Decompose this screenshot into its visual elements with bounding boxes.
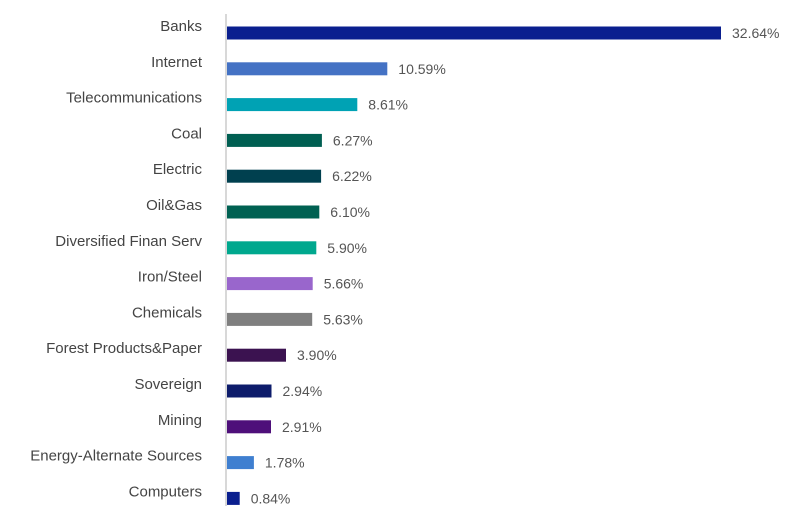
bar [227,98,358,112]
bar [227,169,322,183]
bar [227,205,320,219]
value-labels-group: 32.64% 10.59% 8.61% 6.27% 6.22% 6.10% 5.90% 5.6… [251,25,780,506]
category-tick-label: Iron/Steel [138,269,202,286]
bar [227,133,322,147]
bar [227,420,271,434]
category-tick-label: Internet [151,54,203,71]
bars-group [227,26,721,505]
data-value-label: 0.84% [251,490,291,506]
data-value-label: 5.63% [323,311,363,327]
category-tick-label: Energy-Alternate Sources [30,448,202,465]
bar [227,456,254,470]
category-tick-label: Electric [153,161,203,178]
data-value-label: 1.78% [265,455,305,471]
bar [227,491,240,505]
data-value-label: 8.61% [368,97,408,113]
category-tick-label: Diversified Finan Serv [55,233,202,250]
category-tick-label: Chemicals [132,304,202,321]
data-value-label: 2.91% [282,419,322,435]
data-value-label: 2.94% [283,383,323,399]
data-value-label: 5.66% [324,276,364,292]
category-tick-label: Mining [158,412,202,429]
bar [227,348,286,362]
category-tick-label: Sovereign [134,376,202,393]
bar [227,312,313,326]
bar [227,241,317,255]
data-value-label: 6.22% [332,168,372,184]
data-value-label: 5.90% [327,240,367,256]
category-tick-label: Oil&Gas [146,197,202,214]
data-value-label: 6.10% [330,204,370,220]
bar [227,277,313,291]
category-tick-label: Telecommunications [66,90,202,107]
data-value-label: 32.64% [732,25,779,41]
data-value-label: 6.27% [333,132,373,148]
category-tick-label: Forest Products&Paper [46,340,202,357]
data-value-label: 3.90% [297,347,337,363]
data-value-label: 10.59% [398,61,445,77]
category-tick-label: Coal [171,125,202,142]
category-tick-label: Banks [160,18,202,35]
bar [227,26,721,40]
category-tick-label: Computers [129,483,202,500]
bar [227,384,272,398]
bar [227,62,388,76]
category-labels-group: Banks Internet Telecommunications Coal Elect… [30,18,203,500]
